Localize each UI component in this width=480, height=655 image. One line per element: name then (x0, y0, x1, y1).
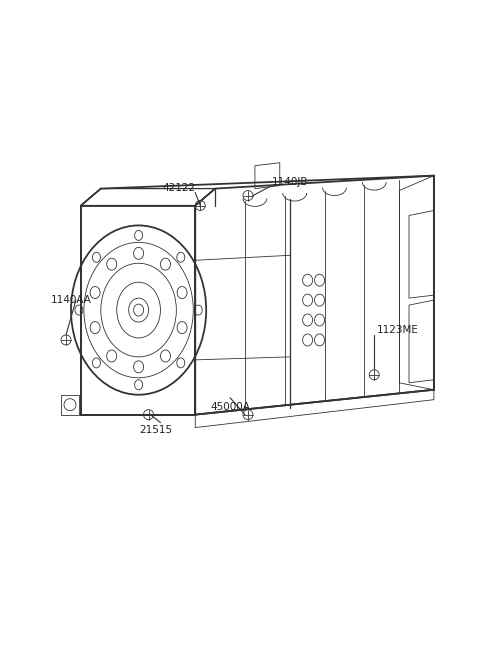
Text: 1123ME: 1123ME (377, 325, 419, 335)
Text: 1140AA: 1140AA (51, 295, 92, 305)
Text: 45000A: 45000A (210, 402, 250, 412)
Text: 42122: 42122 (162, 183, 195, 193)
Text: 1140JB: 1140JB (272, 177, 308, 187)
Text: 21515: 21515 (139, 424, 172, 434)
